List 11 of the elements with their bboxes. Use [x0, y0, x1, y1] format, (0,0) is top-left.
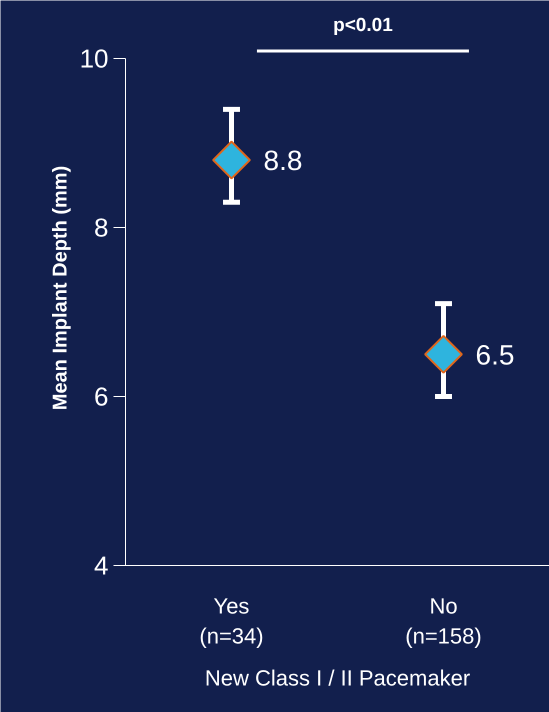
data-label: 6.5: [476, 339, 514, 370]
y-tick-label: 6: [94, 382, 109, 412]
data-label: 8.8: [264, 145, 302, 176]
y-tick-label: 8: [94, 212, 109, 243]
y-tick-label: 4: [94, 550, 109, 580]
x-tick-label: No (n=158): [405, 594, 482, 648]
text: p<0.01: [333, 15, 394, 36]
x-axis-title: New Class I / II Pacemaker: [204, 666, 470, 690]
y-tick-label: 10: [80, 44, 108, 74]
x-tick-label: Yes (n=34): [199, 594, 264, 648]
y-axis-title: Mean Implant Depth (mm): [50, 166, 72, 410]
